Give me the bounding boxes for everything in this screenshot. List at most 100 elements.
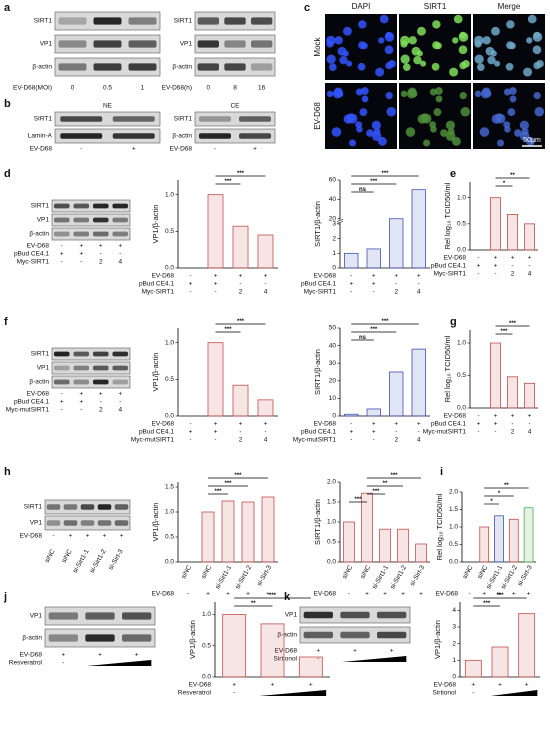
condition-value: - <box>477 413 479 420</box>
blot-band <box>97 520 112 526</box>
panel-letter: j <box>3 591 7 603</box>
blot-row-label: SIRT1 <box>34 18 53 25</box>
cell <box>328 63 337 72</box>
bar <box>260 623 285 678</box>
y-tick-label: 1.0 <box>165 509 174 516</box>
cell <box>533 31 541 39</box>
cell <box>505 62 514 71</box>
condition-name: EV-D68 <box>152 421 175 428</box>
cell <box>487 55 496 65</box>
condition-value: 4 <box>118 259 122 266</box>
cell <box>532 45 542 55</box>
significance-label: *** <box>370 179 378 185</box>
condition-name: Myc-SIRT1 <box>304 289 337 296</box>
cell <box>423 139 431 147</box>
significance-label: *** <box>237 319 245 325</box>
condition-value: + <box>239 421 243 428</box>
condition-value: - <box>264 429 266 436</box>
condition-value: + <box>394 273 398 280</box>
cell <box>445 120 455 130</box>
panel-letter: d <box>4 168 11 180</box>
blot-strip <box>51 213 131 227</box>
cell <box>417 26 426 36</box>
blot-row-label: SIRT1 <box>174 116 193 123</box>
y-tick-label: 40 <box>329 342 337 349</box>
blot-band <box>112 351 129 357</box>
condition-value: + <box>79 251 83 258</box>
condition-value: - <box>233 690 235 697</box>
y-tick-label: 0.5 <box>327 539 336 546</box>
condition-value: - <box>189 421 191 428</box>
condition-name: pBud CE4.1 <box>301 429 336 436</box>
bar <box>298 656 323 678</box>
x-tick-label: si-Sirt1-2 <box>389 564 408 590</box>
condition-value: 2 <box>239 289 243 296</box>
blot-strip <box>51 375 131 389</box>
cell <box>452 37 459 44</box>
condition-value: - <box>61 259 63 266</box>
condition-value: - <box>52 533 54 540</box>
blot-band <box>239 133 271 139</box>
blot-band <box>46 504 61 510</box>
condition-name: EV-D68 <box>314 591 337 598</box>
lane-label: si-Sirt1-2 <box>89 548 108 574</box>
bar <box>524 223 536 251</box>
blot-band <box>251 40 273 48</box>
cell <box>429 88 437 96</box>
axis-break-mark <box>336 221 344 224</box>
cell <box>377 136 387 146</box>
blot-row-label: β-actin <box>172 133 192 140</box>
bar <box>397 528 409 563</box>
bar <box>508 518 519 563</box>
cell <box>459 61 467 70</box>
condition-value: - <box>100 251 102 258</box>
condition-value: + <box>401 591 405 598</box>
cell <box>405 127 416 137</box>
significance-label: *** <box>224 179 232 185</box>
condition-name: Myc-SIRT1 <box>142 289 175 296</box>
cell <box>435 87 443 95</box>
blot-band <box>92 379 109 385</box>
blot-band <box>53 203 70 209</box>
cell <box>474 54 484 64</box>
condition-name: EV-D68 <box>314 421 337 428</box>
bar <box>411 348 426 417</box>
significance-label: *** <box>509 321 517 327</box>
blot-band <box>93 17 122 25</box>
condition-value: + <box>99 391 103 398</box>
blot-band <box>112 133 155 139</box>
blot-row-label: SIRT1 <box>31 351 50 358</box>
blot-factor: EV-D68(h) <box>162 85 192 92</box>
cell <box>476 63 485 72</box>
cell <box>326 90 334 98</box>
condition-value: + <box>79 391 83 398</box>
condition-value: + <box>525 682 529 689</box>
bar <box>411 189 426 269</box>
blot-row-label: VP1 <box>30 613 43 620</box>
condition-value: + <box>365 591 369 598</box>
y-tick-label: 0 <box>452 674 456 681</box>
condition-value: + <box>419 591 423 598</box>
blot-factor: EV-D68(MOI) <box>13 85 52 92</box>
bar <box>523 507 534 563</box>
blot-band <box>53 351 70 357</box>
x-tick-label: siNC <box>359 564 372 580</box>
y-tick-label: 60 <box>329 177 337 184</box>
bar <box>389 371 404 417</box>
bar <box>343 521 355 563</box>
condition-value: + <box>264 273 268 280</box>
blot-band <box>48 612 78 620</box>
y-tick-label: 1 <box>332 250 336 257</box>
blot-row-label: β-actin <box>29 231 49 238</box>
condition-value: + <box>482 591 486 598</box>
condition-value: - <box>214 437 216 444</box>
lane-label: siNC <box>44 548 57 564</box>
blot-band <box>224 17 246 25</box>
condition-value: - <box>119 251 121 258</box>
y-tick-label: 2.0 <box>449 489 458 496</box>
condition-value: + <box>372 421 376 428</box>
channel-label: Merge <box>498 2 521 11</box>
cell <box>533 91 541 100</box>
cell <box>373 128 381 136</box>
y-tick-label: 2.0 <box>327 479 336 486</box>
